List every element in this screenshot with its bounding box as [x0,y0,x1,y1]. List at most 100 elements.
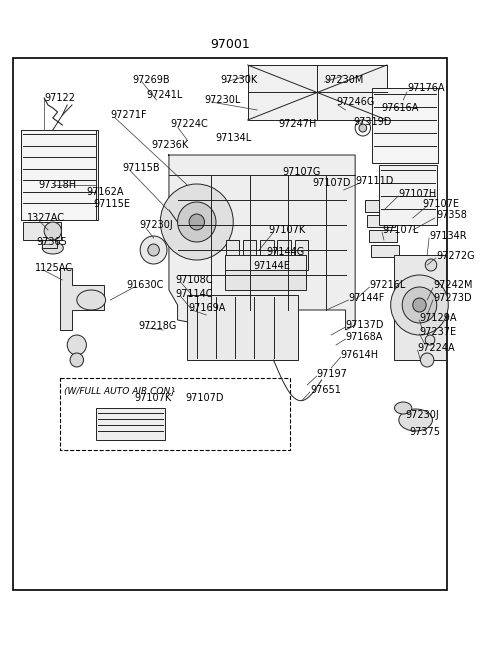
Text: 97230M: 97230M [324,75,364,85]
Ellipse shape [399,409,432,431]
Text: 97318H: 97318H [38,180,76,190]
Text: 97230K: 97230K [221,75,258,85]
Bar [187,295,298,360]
Circle shape [402,287,437,323]
Text: 97242M: 97242M [433,280,472,290]
Circle shape [425,259,437,271]
Text: 97107H: 97107H [398,189,437,199]
Text: 97107G: 97107G [282,167,321,177]
Text: 97107K: 97107K [269,225,306,235]
Bar [42,240,57,248]
Bar [96,408,165,440]
Text: 97651: 97651 [310,385,341,395]
Text: 97237E: 97237E [420,327,456,337]
Bar [248,65,387,120]
Text: 97144G: 97144G [266,247,304,257]
Circle shape [67,335,86,355]
Text: 97107L: 97107L [382,225,419,235]
Text: 91630C: 91630C [127,280,164,290]
Bar [243,240,256,270]
Text: 97168A: 97168A [346,332,383,342]
Bar [277,240,291,270]
Text: 97365: 97365 [36,237,67,247]
Text: 97176A: 97176A [407,83,444,93]
Text: 1327AC: 1327AC [27,213,65,223]
Ellipse shape [42,242,63,254]
Text: 97107K: 97107K [134,393,172,403]
Text: 97162A: 97162A [86,187,124,197]
Text: 97134R: 97134R [429,231,467,241]
Text: 97144F: 97144F [348,293,385,303]
Text: 97137D: 97137D [346,320,384,330]
Ellipse shape [395,402,412,414]
Polygon shape [168,155,355,330]
Bar [225,255,306,280]
Polygon shape [60,268,104,330]
Circle shape [420,353,434,367]
Bar [260,240,274,270]
Bar [379,165,437,225]
Circle shape [359,124,367,132]
Text: 97108C: 97108C [176,275,213,285]
Text: 97241L: 97241L [146,90,182,100]
Text: 97107E: 97107E [422,199,459,209]
Text: 97224A: 97224A [418,343,455,353]
Bar [295,240,308,270]
Text: 97614H: 97614H [341,350,379,360]
Text: 97236K: 97236K [152,140,189,150]
Circle shape [425,335,435,345]
Circle shape [178,202,216,242]
Text: 97272G: 97272G [437,251,475,261]
Text: 97111D: 97111D [355,176,394,186]
Text: 1125AC: 1125AC [35,263,72,273]
Text: 97197: 97197 [317,369,348,379]
Text: 97169A: 97169A [188,303,226,313]
Text: 97218G: 97218G [138,321,177,331]
Circle shape [140,236,167,264]
Text: (W/FULL AUTO AIR CON}: (W/FULL AUTO AIR CON} [64,386,176,395]
Text: 97616A: 97616A [381,103,419,113]
Circle shape [70,353,84,367]
Text: 97134L: 97134L [215,133,251,143]
Bar [225,270,306,290]
Text: 97247H: 97247H [278,119,317,129]
Text: 97115E: 97115E [93,199,130,209]
Circle shape [44,222,61,240]
Bar [365,200,394,212]
Bar [372,88,438,163]
Text: 97129A: 97129A [420,313,457,323]
Text: 97230J: 97230J [139,220,173,230]
Circle shape [160,184,233,260]
Circle shape [355,120,371,136]
Text: 97114C: 97114C [176,289,213,299]
Text: 97115B: 97115B [123,163,160,173]
Text: 97230L: 97230L [204,95,241,105]
Text: 97224C: 97224C [171,119,209,129]
Text: 97319D: 97319D [353,117,392,127]
Circle shape [148,244,159,256]
Circle shape [391,275,448,335]
Circle shape [189,214,204,230]
Bar [13,58,447,590]
Bar [23,222,61,240]
Bar [21,130,98,220]
Ellipse shape [77,290,106,310]
Text: 97216L: 97216L [370,280,406,290]
Text: 97107D: 97107D [312,178,350,188]
Text: 97375: 97375 [409,427,440,437]
Text: 97269B: 97269B [132,75,170,85]
Bar [394,255,446,360]
Text: 97246G: 97246G [336,97,374,107]
Text: 97144E: 97144E [253,261,290,271]
Bar [226,240,239,270]
Text: 97271F: 97271F [110,110,147,120]
Text: 97107D: 97107D [185,393,224,403]
Circle shape [413,298,426,312]
Bar [60,378,290,450]
Text: 97122: 97122 [44,93,75,103]
Bar [367,215,396,227]
Text: 97273D: 97273D [433,293,471,303]
Text: 97230J: 97230J [405,410,439,420]
Bar [371,245,399,257]
Text: 97001: 97001 [211,39,250,52]
